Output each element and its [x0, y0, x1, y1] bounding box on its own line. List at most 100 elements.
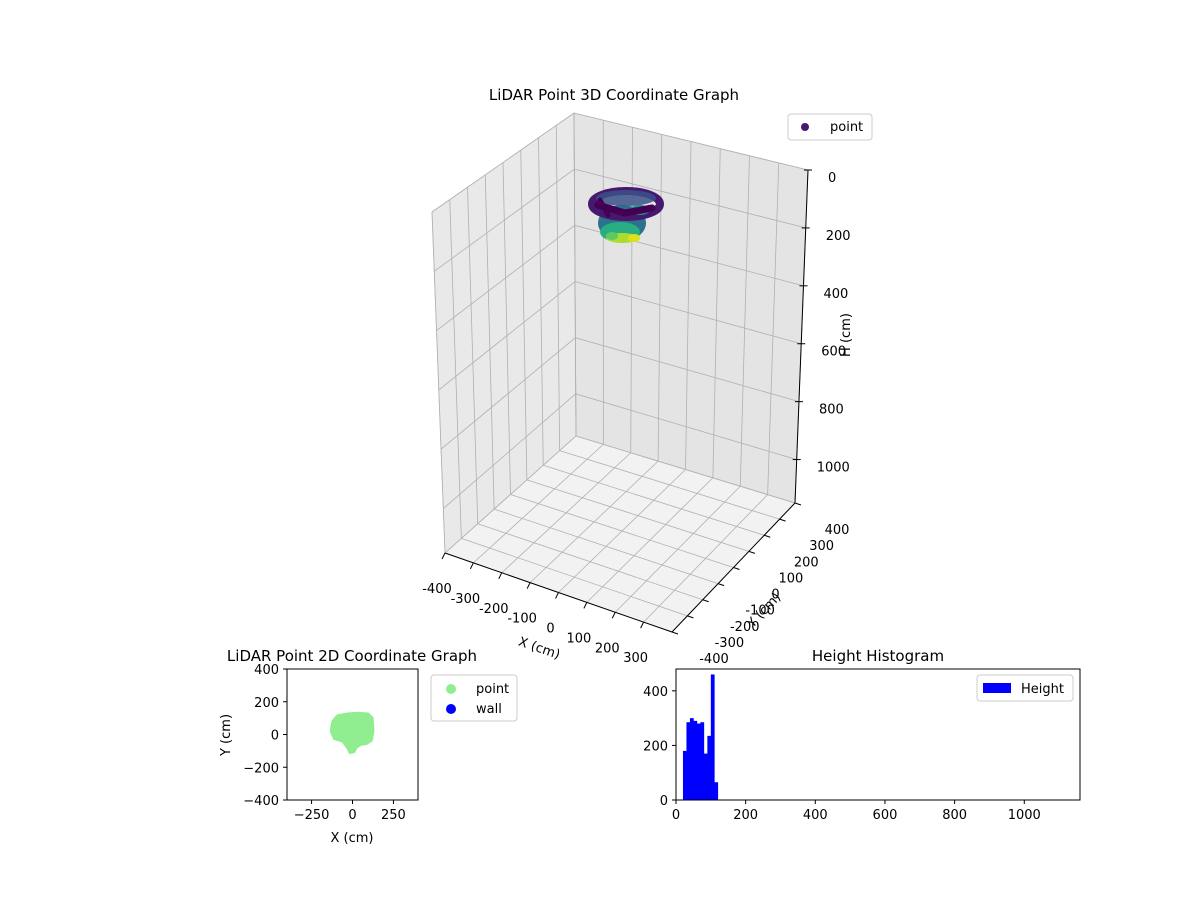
histogram-bar — [693, 720, 698, 800]
y-tick-label-3d: 100 — [778, 571, 803, 586]
y-tick-label-3d: -100 — [745, 604, 775, 619]
grid-line — [438, 281, 802, 391]
grid-line — [431, 211, 446, 554]
y-tick-3d — [687, 615, 694, 619]
grid-line — [685, 141, 692, 470]
y-tick-3d — [794, 502, 802, 506]
z-tick-label-3d: 200 — [826, 229, 851, 244]
y-axis-label-2d: Y (cm) — [219, 714, 234, 757]
x-tick-label-3d: -400 — [422, 582, 452, 597]
histogram-bar — [686, 722, 691, 800]
grid-line — [526, 479, 749, 552]
histogram-bar — [689, 718, 694, 800]
x-tick-label-hist: 600 — [873, 808, 898, 823]
y-tick-label-3d: -300 — [715, 636, 745, 651]
z-tick-label-3d: 800 — [819, 403, 844, 418]
z-axis-label-3d: H (cm) — [839, 313, 854, 357]
grid-line — [559, 450, 780, 520]
histogram-bar — [707, 735, 712, 800]
y-tick-3d — [748, 550, 756, 554]
x-tick-3d — [526, 582, 531, 589]
ticks-hist: 0 200 400 600 800 1000 0 200 400 — [643, 685, 1041, 823]
x-tick-label-3d: -100 — [507, 612, 537, 627]
y-tick-3d — [702, 599, 709, 603]
x-tick-label-3d: 0 — [546, 622, 554, 637]
x-tick-label-hist: 800 — [942, 808, 967, 823]
y-tick-3d — [733, 567, 740, 570]
y-tick-label-3d: -200 — [730, 620, 760, 635]
y-tick-label-3d: 300 — [809, 539, 834, 554]
x-tick-label-2d: −250 — [294, 808, 330, 823]
grid-line — [739, 155, 750, 487]
x-tick-3d — [555, 592, 559, 599]
legend-label-wall-2d: wall — [476, 702, 502, 717]
grid-line — [461, 537, 688, 617]
title-2d: LiDAR Point 2D Coordinate Graph — [227, 647, 477, 665]
x-tick-3d — [498, 572, 503, 579]
y-tick-label-hist: 400 — [643, 685, 668, 700]
y-tick-label-3d: 0 — [771, 588, 779, 603]
legend-marker-wall-2d — [446, 704, 456, 714]
legend-marker-point-3d — [801, 123, 809, 131]
x-axis-label-2d: X (cm) — [331, 831, 374, 846]
grid-line — [712, 148, 721, 478]
legend-hist: Height — [976, 674, 1074, 702]
cluster-top — [596, 190, 656, 206]
y-tick-label-hist: 0 — [660, 794, 668, 809]
y-tick-label-hist: 200 — [643, 739, 668, 754]
grid-line — [502, 162, 511, 495]
y-tick-label-2d: 200 — [254, 696, 279, 711]
title-hist: Height Histogram — [812, 647, 944, 665]
histogram-bar — [700, 722, 705, 800]
grid-line — [449, 199, 462, 539]
grid-line — [484, 174, 495, 510]
legend-marker-point-2d — [446, 684, 456, 694]
x-tick-label-hist: 400 — [803, 808, 828, 823]
legend-label-height: Height — [1021, 682, 1064, 697]
z-tick-label-3d: 1000 — [817, 461, 850, 476]
grid-line — [443, 393, 797, 509]
histogram-bar — [714, 782, 719, 800]
y-tick-3d — [717, 583, 725, 587]
x-tick-label-3d: -300 — [451, 592, 481, 607]
cluster-beam — [594, 201, 656, 217]
z-tick-label-3d: 400 — [823, 287, 848, 302]
x-tick-label-2d: 0 — [348, 808, 356, 823]
legend-3d: point — [787, 113, 873, 141]
legend-label-point-2d: point — [476, 682, 509, 697]
y-tick-label-2d: 0 — [271, 729, 279, 744]
grid-line — [657, 134, 663, 462]
grid-line — [431, 112, 809, 213]
y-tick-3d — [671, 631, 679, 635]
x-tick-label-hist: 1000 — [1008, 808, 1041, 823]
legend-label-point-3d: point — [830, 120, 863, 135]
histogram-bar — [710, 674, 715, 800]
x-tick-label-3d: 200 — [595, 641, 620, 656]
z-tick-label-3d: 600 — [821, 345, 846, 360]
point-cluster-2d — [329, 711, 375, 754]
plot-2d: −250 0 250 −400 −200 0 200 400 LiDAR Point 2D C… — [219, 647, 518, 846]
grid-line — [493, 508, 719, 585]
grid-line — [510, 494, 734, 568]
histogram-bar — [696, 723, 701, 800]
title-3d: LiDAR Point 3D Coordinate Graph — [489, 86, 739, 104]
cluster-bottom — [628, 234, 640, 242]
grid-line — [440, 337, 800, 450]
grid-line — [767, 162, 780, 495]
y-tick-3d — [779, 518, 786, 522]
grid-line — [436, 224, 804, 331]
x-tick-label-hist: 200 — [733, 808, 758, 823]
y-tick-label-2d: −200 — [243, 761, 279, 776]
cluster-bottom — [606, 232, 618, 240]
y-tick-label-2d: 400 — [254, 663, 279, 678]
y-tick-label-3d: 200 — [794, 555, 819, 570]
x-tick-label-3d: 100 — [566, 631, 591, 646]
grid-line — [520, 150, 528, 480]
histogram-bar — [682, 750, 687, 800]
y-tick-label-3d: -400 — [699, 652, 729, 667]
x-tick-3d — [441, 552, 446, 560]
y-tick-label-3d: 400 — [825, 523, 850, 538]
x-tick-label-2d: 250 — [381, 808, 406, 823]
